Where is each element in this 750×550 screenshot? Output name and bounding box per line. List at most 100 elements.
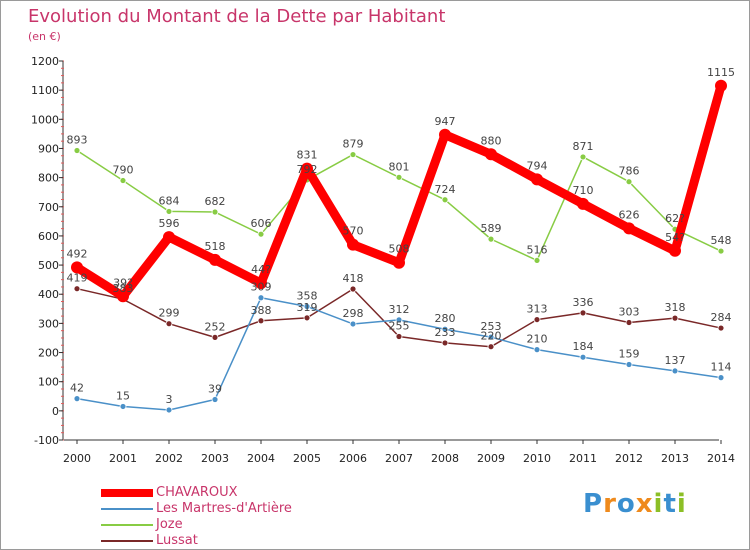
- data-label-chavaroux: 39?: [113, 276, 133, 289]
- data-point-joze: [487, 235, 495, 243]
- data-label-chavaroux: 947: [435, 115, 456, 128]
- data-point-lussat: [303, 314, 311, 322]
- data-label-lussat: 303: [619, 306, 640, 319]
- legend-swatch-les-martres: [101, 508, 153, 510]
- y-tick-label: 100: [38, 376, 59, 389]
- y-tick-label: 1000: [31, 113, 59, 126]
- data-label-les-martres-d-arti-re: 309: [251, 281, 272, 294]
- x-tick-label: 2000: [63, 452, 91, 465]
- data-label-lussat: 319: [297, 301, 318, 314]
- data-label-les-martres-d-arti-re: 280: [435, 312, 456, 325]
- data-label-chavaroux: 492: [67, 247, 88, 260]
- x-tick-label: 2011: [569, 452, 597, 465]
- data-label-chavaroux: 54?: [665, 231, 685, 244]
- data-label-lussat: 220: [481, 330, 502, 343]
- data-point-lussat: [165, 320, 173, 328]
- data-point-joze: [257, 230, 265, 238]
- data-label-chavaroux: 44?: [251, 263, 271, 276]
- data-label-les-martres-d-arti-re: 137: [665, 354, 686, 367]
- data-label-chavaroux: 880: [481, 134, 502, 147]
- data-point-lussat: [487, 343, 495, 351]
- axes: -100 0 100 200 300 400 500 600 700 800 900 1000 1100…: [31, 55, 735, 465]
- logo-letter: x: [635, 489, 654, 519]
- data-point-les-martres-d-arti-re: [73, 395, 81, 403]
- data-point-les-martres-d-arti-re: [303, 303, 311, 310]
- data-label-chavaroux: 1115: [707, 66, 735, 79]
- data-label-chavaroux: 626: [619, 208, 640, 221]
- proxiti-logo: Proxiti: [583, 489, 687, 519]
- data-point-lussat: [349, 285, 357, 293]
- logo-letter: t: [663, 489, 677, 519]
- data-label-joze: 548: [711, 234, 732, 247]
- x-tick-label: 2005: [293, 452, 321, 465]
- x-tick-label: 2008: [431, 452, 459, 465]
- data-point-lussat: [73, 285, 81, 293]
- data-point-joze: [119, 177, 127, 184]
- data-point-joze: [349, 151, 357, 158]
- data-label-joze: 684: [159, 194, 180, 207]
- data-label-joze: 879: [343, 138, 364, 151]
- data-label-joze: 606: [251, 217, 272, 230]
- data-point-lussat: [211, 333, 219, 341]
- y-tick-label: 1100: [31, 84, 59, 97]
- logo-letter: r: [603, 489, 617, 519]
- data-point-chavaroux: [301, 162, 313, 175]
- data-label-chavaroux: 518: [205, 240, 226, 253]
- data-label-les-martres-d-arti-re: 253: [481, 320, 502, 333]
- x-tick-label: 2007: [385, 452, 413, 465]
- data-point-chavaroux: [347, 238, 359, 251]
- data-point-chavaroux: [71, 261, 83, 274]
- data-label-lussat: 313: [527, 303, 548, 316]
- data-label-les-martres-d-arti-re: 114: [711, 361, 732, 374]
- data-label-les-martres-d-arti-re: 210: [527, 333, 548, 346]
- data-point-chavaroux: [255, 277, 267, 290]
- data-point-chavaroux: [393, 256, 405, 269]
- data-point-les-martres-d-arti-re: [533, 346, 541, 354]
- y-tick-label: 1200: [31, 55, 59, 68]
- data-point-chavaroux: [623, 222, 635, 235]
- logo-letter: o: [616, 489, 636, 519]
- series-layer: [71, 79, 727, 414]
- data-label-chavaroux: 570: [343, 225, 364, 238]
- data-point-lussat: [395, 333, 403, 340]
- data-label-joze: 871: [573, 140, 594, 153]
- x-tick-label: 2012: [615, 452, 643, 465]
- data-point-joze: [165, 208, 173, 215]
- data-label-joze: 682: [205, 195, 226, 208]
- data-label-joze: 792: [297, 163, 318, 176]
- data-point-lussat: [579, 309, 587, 317]
- data-label-lussat: 418: [343, 272, 364, 285]
- y-tick-label: 400: [38, 288, 59, 301]
- legend-swatch-joze: [101, 524, 153, 526]
- y-tick-label: 600: [38, 230, 59, 243]
- data-point-chavaroux: [669, 244, 681, 257]
- data-label-joze: 724: [435, 183, 456, 196]
- data-label-joze: 893: [67, 134, 88, 147]
- y-tick-label: 300: [38, 317, 59, 330]
- data-label-les-martres-d-arti-re: 3: [166, 393, 173, 406]
- data-point-chavaroux: [577, 197, 589, 210]
- x-tick-label: 2002: [155, 452, 183, 465]
- data-point-les-martres-d-arti-re: [395, 316, 403, 324]
- data-point-chavaroux: [715, 79, 727, 92]
- data-point-les-martres-d-arti-re: [579, 353, 587, 361]
- data-point-joze: [533, 257, 541, 264]
- x-tick-label: 2006: [339, 452, 367, 465]
- data-label-chavaroux: 794: [527, 159, 548, 172]
- data-label-lussat: 336: [573, 296, 594, 309]
- data-point-chavaroux: [209, 253, 221, 266]
- data-label-lussat: 299: [159, 307, 180, 320]
- data-point-les-martres-d-arti-re: [717, 374, 725, 382]
- data-point-chavaroux: [439, 128, 451, 141]
- data-label-chavaroux: 596: [159, 217, 180, 230]
- data-label-lussat: 383: [113, 282, 134, 295]
- y-tick-label: 500: [38, 259, 59, 272]
- data-point-lussat: [533, 316, 541, 323]
- data-label-joze: 790: [113, 164, 134, 177]
- data-label-lussat: 255: [389, 320, 410, 333]
- data-point-joze: [579, 153, 587, 161]
- logo-letter: i: [676, 489, 687, 519]
- data-label-joze: 786: [619, 165, 640, 178]
